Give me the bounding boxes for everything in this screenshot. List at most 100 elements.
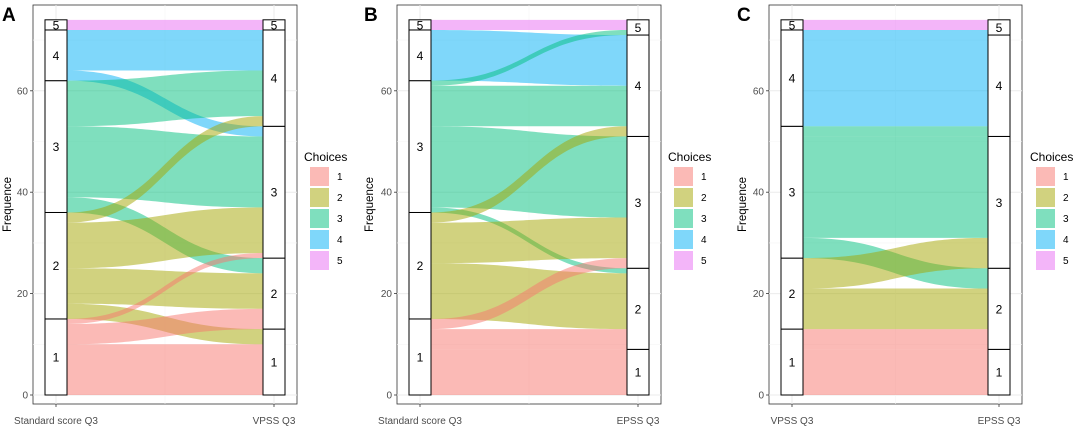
legend-swatch-4 — [674, 230, 693, 249]
stratum-label: 5 — [635, 21, 642, 35]
y-tick-label: 40 — [753, 188, 765, 199]
legend-label: 1 — [1063, 172, 1069, 183]
stratum-label: 5 — [271, 18, 278, 32]
legend-swatch-5 — [1036, 251, 1055, 270]
panel-b: 0 20 40 60 Frequence B 1 2 3 4 5 Standard score Q3 1… — [364, 4, 711, 427]
panel-c: 0 20 40 60 Frequence C 1 2 3 4 5 VPSS Q3 1 2 3 4 5 EPSS Q… — [737, 4, 1073, 427]
y-tick-label: 0 — [22, 391, 28, 402]
flow-4-to-4 — [803, 35, 988, 127]
y-tick-label: 20 — [17, 289, 29, 300]
y-tick-label: 40 — [17, 188, 29, 199]
stratum-label: 3 — [635, 196, 642, 210]
stratum-right-5 — [262, 19, 286, 31]
flow-3-to-4 — [67, 70, 263, 127]
y-tick-label: 60 — [753, 86, 765, 97]
flow-1-to-1 — [431, 349, 627, 395]
legend: Choices 1 2 3 4 5 — [668, 150, 711, 270]
legend-swatch-2 — [310, 188, 329, 207]
x-axis-label: EPSS Q3 — [978, 416, 1021, 427]
flow-2-to-3 — [803, 237, 988, 289]
stratum-label: 4 — [271, 72, 278, 86]
stratum-label: 1 — [789, 356, 796, 370]
panel-letter: A — [2, 5, 16, 26]
y-axis-title: Frequence — [737, 177, 749, 232]
legend-swatch-4 — [310, 230, 329, 249]
legend-label: 5 — [701, 256, 707, 267]
stratum-label: 5 — [996, 21, 1003, 35]
flow-2-to-3 — [67, 207, 263, 269]
y-tick-label: 40 — [381, 188, 393, 199]
stratum-label: 1 — [53, 350, 60, 364]
y-tick-label: 20 — [381, 289, 393, 300]
stratum-label: 3 — [789, 186, 796, 200]
legend-swatch-1 — [310, 167, 329, 186]
y-tick-label: 20 — [753, 289, 765, 300]
flow-3-to-4 — [803, 126, 988, 137]
stratum-label: 2 — [53, 259, 60, 273]
stratum-label: 4 — [417, 49, 424, 63]
stratum-label: 1 — [635, 366, 642, 380]
stratum-left-5 — [780, 19, 804, 31]
legend-label: 4 — [337, 235, 343, 246]
stratum-label: 2 — [271, 287, 278, 301]
stratum-label: 1 — [271, 356, 278, 370]
legend-swatch-5 — [310, 251, 329, 270]
panel-letter: C — [737, 5, 751, 26]
flows — [803, 19, 988, 395]
legend-label: 5 — [1063, 256, 1069, 267]
legend-swatch-1 — [1036, 167, 1055, 186]
flow-1-to-3 — [67, 253, 263, 325]
stratum-label: 3 — [417, 140, 424, 154]
flow-3-to-4 — [431, 85, 627, 127]
stratum-label: 1 — [417, 350, 424, 364]
flow-1-to-2 — [803, 329, 988, 350]
legend-title: Choices — [668, 150, 711, 164]
legend-label: 2 — [701, 193, 707, 204]
flow-1-to-3 — [431, 258, 627, 330]
legend-swatch-1 — [674, 167, 693, 186]
legend-swatch-5 — [674, 251, 693, 270]
stratum-label: 1 — [996, 366, 1003, 380]
stratum-left-5 — [408, 19, 432, 31]
legend-title: Choices — [1030, 150, 1073, 164]
legend-label: 2 — [337, 193, 343, 204]
stratum-label: 5 — [417, 18, 424, 32]
legend-swatch-2 — [674, 188, 693, 207]
y-axis-title: Frequence — [364, 177, 376, 232]
flow-4-to-4 — [67, 29, 263, 71]
flow-2-to-3 — [431, 217, 627, 264]
legend-label: 3 — [337, 214, 343, 225]
legend-swatch-3 — [310, 209, 329, 228]
flow-2-to-4 — [431, 126, 627, 223]
flows — [67, 19, 263, 395]
stratum-label: 5 — [789, 18, 796, 32]
legend-label: 4 — [1063, 235, 1069, 246]
panel-letter: B — [364, 5, 378, 26]
stratum-right-5 — [987, 19, 1011, 36]
y-axis-title: Frequence — [2, 177, 14, 232]
stratum-label: 4 — [996, 79, 1003, 93]
legend-label: 5 — [337, 256, 343, 267]
flow-4-to-5 — [803, 29, 988, 36]
stratum-label: 3 — [53, 140, 60, 154]
flow-5-to-5 — [67, 19, 263, 30]
legend-label: 2 — [1063, 193, 1069, 204]
legend-title: Choices — [304, 150, 347, 164]
legend-label: 3 — [701, 214, 707, 225]
stratum-right-5 — [626, 19, 650, 36]
stratum-label: 5 — [53, 18, 60, 32]
legend-swatch-3 — [1036, 209, 1055, 228]
legend-swatch-4 — [1036, 230, 1055, 249]
x-axis-label: VPSS Q3 — [253, 416, 296, 427]
stratum-label: 4 — [53, 49, 60, 63]
stratum-label: 3 — [996, 196, 1003, 210]
stratum-label: 2 — [417, 259, 424, 273]
y-tick-label: 60 — [17, 86, 29, 97]
legend-label: 3 — [1063, 214, 1069, 225]
legend: Choices 1 2 3 4 5 — [304, 150, 347, 270]
flow-5-to-5 — [803, 19, 988, 30]
x-axis-label: Standard score Q3 — [14, 416, 98, 427]
y-tick-label: 0 — [386, 391, 392, 402]
flow-1-to-1 — [67, 344, 263, 395]
